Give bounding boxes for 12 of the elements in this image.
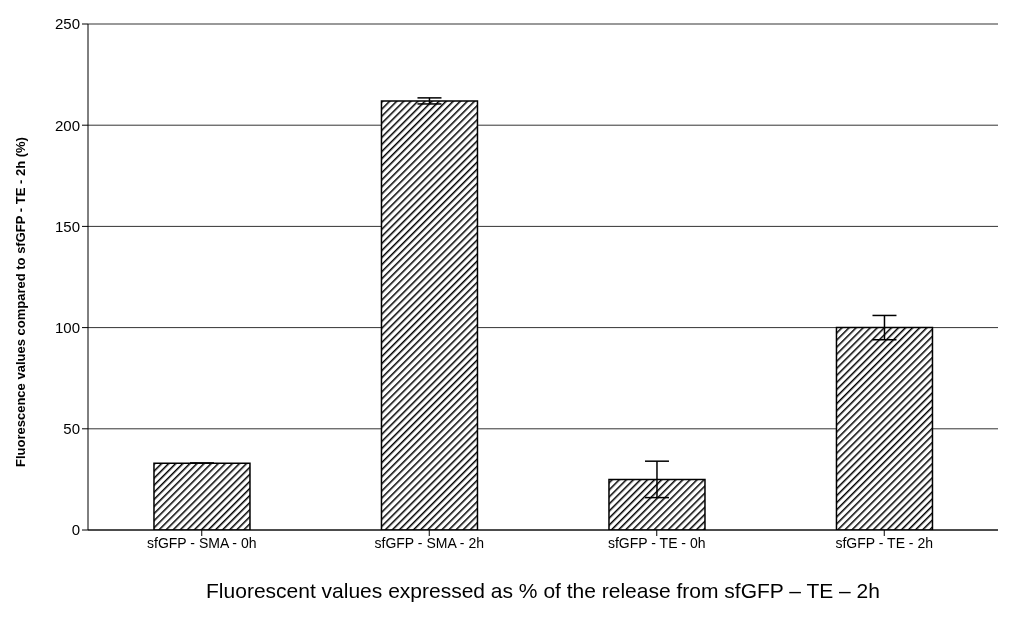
x-axis-title: Fluorescent values expressed as % of the release from sfGFP – TE – 2h <box>206 579 880 602</box>
x-tick-label: sfGFP - TE - 0h <box>607 534 706 551</box>
y-axis-title: Fluorescence values compared to sfGFP - TE - 2h (%) <box>12 137 28 467</box>
y-tick-label: 150 <box>54 217 80 235</box>
y-tick-label: 200 <box>54 116 80 134</box>
y-tick-label: 50 <box>63 420 80 438</box>
y-tick-label: 0 <box>71 521 80 539</box>
y-tick-label: 100 <box>54 318 80 336</box>
y-tick-label: 250 <box>54 15 80 33</box>
x-tick-label: sfGFP - SMA - 0h <box>147 534 257 551</box>
x-tick-label: sfGFP - TE - 2h <box>835 534 934 551</box>
x-tick-label: sfGFP - SMA - 2h <box>374 534 484 551</box>
